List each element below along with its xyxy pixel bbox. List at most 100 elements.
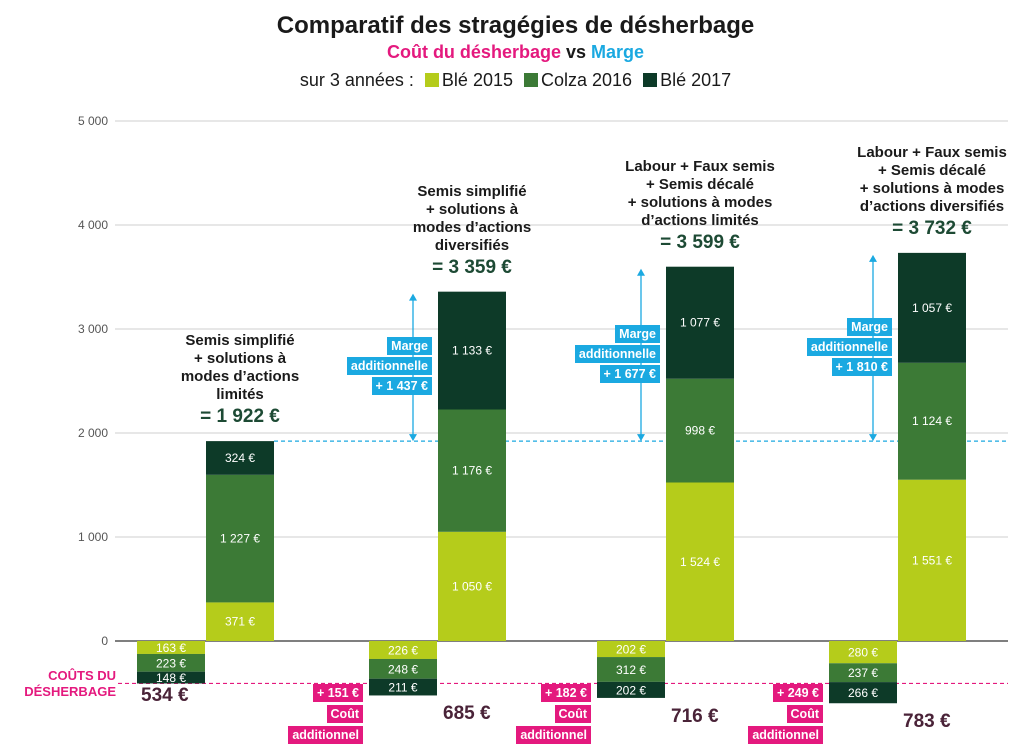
cost-bar-label: 163 € (156, 641, 186, 655)
strategy-label-line: modes d’actions (412, 218, 532, 236)
cost-total: 534 € (141, 685, 189, 707)
cost-total: 716 € (671, 705, 719, 727)
y-tick-label: 1 000 (78, 530, 108, 544)
marge-bar-label: 371 € (225, 615, 255, 629)
cost-bar-segment (829, 641, 897, 664)
cost-bar-label: 280 € (848, 646, 878, 660)
legend-swatch-ble2015 (424, 73, 439, 87)
strategy-label-line: d’actions limités (641, 211, 759, 229)
y-tick-label: 3 000 (78, 322, 108, 336)
cost-bar-label: 266 € (848, 686, 878, 700)
marge-bar-segment (898, 362, 966, 480)
strategy-label-line: Labour + Faux semis (625, 157, 775, 175)
cout-additionnel-tag: + 151 € (312, 684, 363, 702)
strategy-label-line: diversifiés (434, 236, 510, 254)
cost-total: 685 € (443, 703, 491, 725)
marge-bar-label: 1 133 € (452, 344, 492, 358)
marge-bar-segment (898, 479, 966, 641)
marge-bar-segment (666, 482, 734, 641)
strategy-label-line: Semis simplifié (185, 332, 295, 350)
marge-bar-segment (206, 474, 274, 603)
strategy-total: = 3 599 € (660, 231, 740, 253)
marge-additionnelle-tag: additionnelle (806, 337, 892, 356)
strategy-label-line: Semis simplifié (417, 182, 527, 200)
strategy-total: = 3 359 € (432, 256, 512, 278)
strategy-total: = 3 732 € (892, 217, 972, 239)
costs-label: COÛTS DU DÉSHERBAGE (0, 668, 116, 700)
strategy-label-line: + Semis décalé (878, 161, 986, 179)
chart-title: Comparatif des stragégies de désherbage (276, 12, 755, 39)
marge-bar-label: 1 227 € (220, 532, 260, 546)
marge-bar-label: 1 077 € (680, 316, 720, 330)
strategy-label: Labour + Faux semis + Semis décalé + solut… (590, 158, 810, 252)
marge-bar-segment (898, 252, 966, 363)
marge-bar-segment (438, 409, 506, 532)
marge-additionnelle-tag: Marge (387, 337, 432, 356)
cost-bar-label: 148 € (156, 671, 186, 685)
legend-label-colza2016: Colza 2016 (541, 70, 633, 90)
y-tick-label: 4 000 (78, 218, 108, 232)
cost-bar-label: 226 € (388, 643, 418, 657)
cost-bar-segment (829, 663, 897, 683)
marge-arrow-head-up (409, 293, 417, 301)
cost-bar-label: 312 € (616, 663, 646, 677)
legend-swatch-ble2017 (643, 73, 658, 87)
marge-bar-label: 1 524 € (680, 555, 720, 569)
marge-bar-label: 324 € (225, 451, 255, 465)
strategy-label: Semis simplifié + solutions à modes d’acti… (130, 332, 350, 426)
marge-additionnelle-tag: + 1 437 € (371, 377, 432, 396)
cost-bar-label: 202 € (616, 683, 646, 697)
marge-bar-label: 1 124 € (912, 414, 952, 428)
cout-additionnel-tag: Coût (786, 705, 823, 723)
marge-bar-segment (438, 531, 506, 641)
strategy-total: = 1 922 € (200, 406, 280, 428)
marge-arrow-head-down (869, 434, 877, 442)
strategy-label-line: + Semis décalé (646, 175, 754, 193)
strategy-label-line: + solutions à (425, 200, 519, 218)
cost-bar-label: 211 € (388, 681, 417, 695)
marge-bar-segment (438, 291, 506, 410)
marge-arrow-head-up (637, 268, 645, 276)
cost-bar-label: 237 € (848, 666, 878, 680)
marge-bar-label: 1 050 € (452, 579, 492, 593)
cout-additionnel-tag: Coût (326, 705, 363, 723)
cost-bar-segment (369, 658, 437, 679)
cost-bar-segment (137, 653, 205, 672)
cost-bar-label: 202 € (616, 643, 646, 657)
cost-bar-segment (597, 681, 665, 698)
cost-total: 783 € (903, 711, 951, 733)
cout-additionnel-tag: additionnel (748, 726, 823, 744)
strategy-label: Semis simplifié + solutions à modes d’acti… (362, 183, 582, 277)
cost-bar-segment (597, 641, 665, 658)
marge-bar-label: 1 176 € (452, 464, 492, 478)
marge-arrow-head-down (637, 434, 645, 442)
cost-bar-segment (597, 657, 665, 682)
marge-additionnelle-tag: additionnelle (346, 357, 432, 376)
marge-additionnelle-tag: additionnelle (574, 344, 660, 363)
marge-bar-segment (206, 602, 274, 641)
strategy-label: Labour + Faux semis + Semis décalé + solut… (822, 144, 1031, 238)
strategy-label-line: + solutions à modes (859, 179, 1005, 197)
cout-additionnel-tag: additionnel (288, 726, 363, 744)
cout-additionnel-tag: + 249 € (772, 684, 823, 702)
costs-label-line2: DÉSHERBAGE (24, 684, 116, 699)
subtitle-cost: Coût du désherbage (386, 42, 561, 62)
marge-bar-segment (206, 441, 274, 475)
marge-bar-label: 1 057 € (912, 301, 952, 315)
marge-additionnelle-tag: Marge (615, 324, 660, 343)
strategy-label-line: Labour + Faux semis (857, 143, 1007, 161)
cout-additionnel-tag: Coût (554, 705, 591, 723)
strategy-label-line: d’actions diversifiés (859, 197, 1005, 215)
strategy-label-line: limités (216, 386, 264, 404)
subtitle-vs: vs (565, 42, 587, 62)
cost-bar-segment (369, 641, 437, 659)
cout-additionnel-tag: additionnel (516, 726, 591, 744)
cost-bar-segment (829, 682, 897, 704)
legend-label-ble2015: Blé 2015 (441, 70, 513, 90)
marge-arrow-head-up (869, 254, 877, 262)
marge-additionnelle-tag: + 1 677 € (599, 364, 660, 383)
marge-additionnelle-tag: + 1 810 € (831, 357, 892, 376)
cost-bar-segment (369, 678, 437, 696)
legend: sur 3 années : Blé 2015 Colza 2016 Blé 2… (0, 70, 1031, 91)
